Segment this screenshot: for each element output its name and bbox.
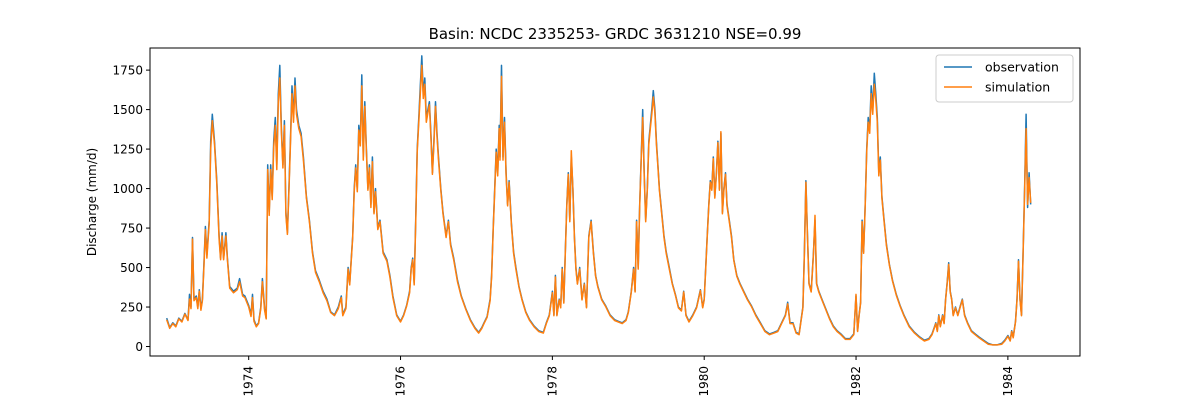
plot-background [150,48,1080,356]
plot-area [149,47,1081,357]
y-tick-label: 750 [120,222,143,236]
x-tick-label: 1982 [849,366,863,397]
y-tick-label: 500 [120,261,143,275]
x-tick-label: 1976 [394,366,408,397]
x-tick-label: 1974 [242,366,256,397]
chart-title: Basin: NCDC 2335253- GRDC 3631210 NSE=0.… [429,25,802,43]
x-tick-label: 1984 [1001,366,1015,397]
x-tick-label: 1978 [545,366,559,397]
y-tick-label: 1500 [112,103,143,117]
y-tick-label: 250 [120,301,143,315]
legend-label-simulation: simulation [985,80,1050,95]
legend: observation simulation [935,54,1074,103]
y-tick-label: 1750 [112,64,143,78]
y-axis-label: Discharge (mm/d) [85,148,99,256]
x-tick-label: 1980 [697,366,711,397]
x-axis: 1974 1976 1978 1980 1982 1984 [242,356,1015,397]
series-line-simulation [165,64,1032,346]
y-tick-label: 1000 [112,182,143,196]
legend-label-observation: observation [985,60,1059,75]
series-layer [165,55,1032,346]
y-tick-label: 1250 [112,143,143,157]
y-tick-label: 0 [135,340,143,354]
y-axis: 0 250 500 750 1000 1250 1500 1750 [112,64,150,354]
plot-frame [149,47,1081,357]
